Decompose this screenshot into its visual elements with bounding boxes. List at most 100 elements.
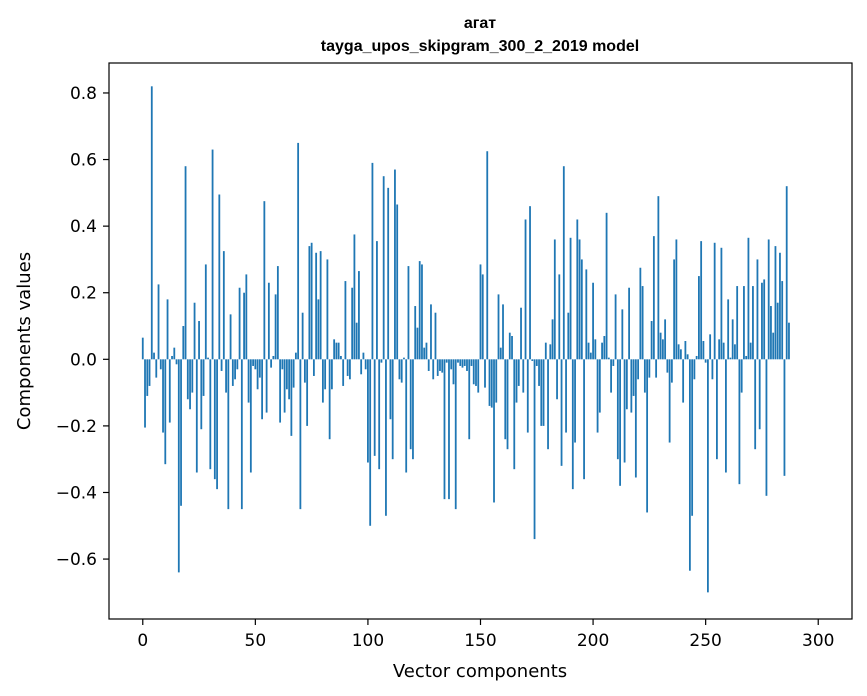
bar-174 [533,359,536,540]
x-tick-label: 0 [137,631,148,651]
bar-150 [479,264,482,360]
bar-237 [675,239,678,360]
bar-128 [430,304,432,360]
bar-0 [141,337,144,360]
bar-196 [583,359,585,480]
bar-238 [677,344,680,360]
bar-6 [155,359,158,378]
y-tick-label: 0.6 [70,151,97,171]
bar-101 [369,359,372,526]
bar-124 [421,264,423,360]
bar-185 [558,274,561,360]
bar-200 [592,282,594,360]
bar-14 [173,347,176,360]
y-tick-label: 0.4 [70,217,97,237]
bar-106 [380,359,383,363]
bar-118 [407,266,410,360]
bar-123 [418,261,421,360]
bar-144 [466,359,468,371]
x-tick-label: 300 [802,631,834,651]
bar-224 [646,359,649,513]
bar-107 [382,176,385,360]
bar-173 [531,359,534,361]
bar-262 [731,319,734,360]
bar-264 [736,286,739,360]
bar-250 [704,359,707,363]
bar-20 [186,359,189,400]
bar-92 [349,359,351,380]
bar-46 [245,274,248,360]
bar-236 [673,259,676,360]
bar-24 [195,359,198,473]
bar-4 [150,86,153,360]
bar-228 [655,359,658,378]
bar-119 [409,359,412,450]
bar-268 [745,355,748,360]
bar-259 [725,359,727,473]
bar-214 [623,359,626,463]
y-tick-label: 0.8 [70,84,97,104]
bar-125 [423,347,426,360]
bar-42 [236,359,239,370]
bar-213 [621,309,624,360]
bar-230 [659,332,662,360]
bar-96 [358,271,360,360]
bar-72 [303,359,306,383]
bar-189 [567,312,570,360]
bar-57 [270,359,273,368]
y-tick-label: −0.4 [56,483,97,503]
bar-105 [378,359,381,470]
y-tick-label: −0.6 [56,550,97,570]
bar-104 [376,241,378,360]
bar-154 [488,359,491,406]
bar-52 [258,359,261,378]
bar-219 [634,359,637,478]
bar-32 [213,359,216,480]
bar-267 [743,286,745,360]
bar-245 [693,359,696,380]
bar-61 [279,359,282,423]
bar-226 [650,321,653,360]
bar-145 [468,359,471,440]
bar-5 [153,352,155,360]
bar-68 [294,352,297,360]
bar-147 [472,359,475,385]
bar-95 [355,322,358,360]
bar-109 [387,187,390,360]
bar-211 [616,359,619,460]
bar-84 [331,359,333,390]
bar-167 [517,359,520,386]
bar-131 [436,359,439,376]
x-axis-label: Vector components [393,661,567,682]
bar-188 [565,359,567,433]
x-tick-label: 150 [464,631,496,651]
bar-276 [763,279,766,360]
bar-64 [285,359,288,390]
bar-88 [340,355,342,360]
bar-205 [603,336,606,360]
bar-8 [159,359,162,370]
bar-135 [445,359,448,363]
bar-26 [200,359,203,430]
bar-21 [189,359,191,410]
plot-area-frame [108,62,853,620]
bar-201 [594,339,597,360]
bar-204 [601,342,603,360]
bar-71 [301,312,304,360]
bar-33 [216,359,218,490]
bar-69 [297,142,300,360]
bar-143 [463,359,466,366]
bar-270 [749,342,752,360]
bar-216 [628,287,630,360]
bar-239 [679,349,682,360]
bar-79 [319,251,322,360]
bar-215 [625,359,628,410]
bar-10 [164,359,167,465]
bar-94 [353,234,356,360]
bar-152 [484,359,486,388]
bar-162 [506,359,509,450]
bar-83 [328,359,331,440]
bar-257 [720,247,723,360]
bar-73 [306,359,309,426]
bar-60 [276,266,279,360]
